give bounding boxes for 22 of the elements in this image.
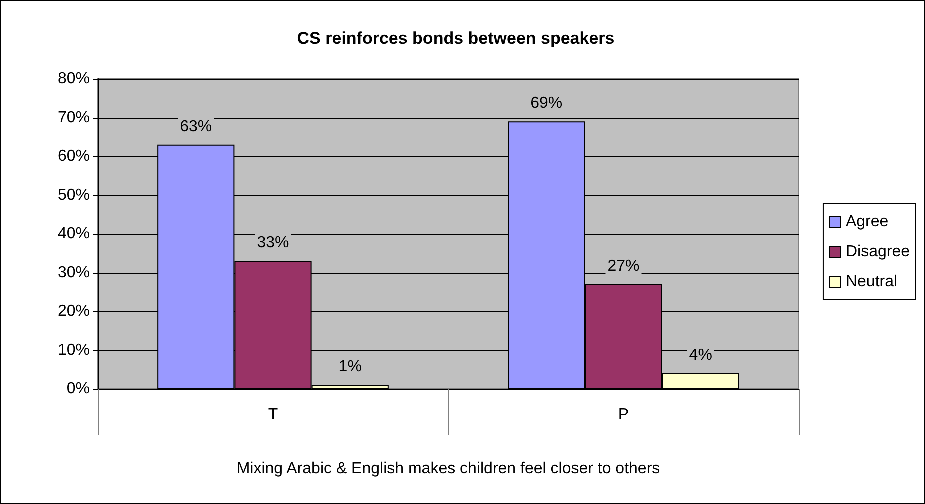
data-label: 69%	[530, 95, 563, 112]
y-tick-label: 50%	[58, 186, 90, 204]
legend-label: Neutral	[846, 274, 898, 290]
y-tick-label: 30%	[58, 264, 90, 282]
chart-title: CS reinforces bonds between speakers	[297, 29, 615, 48]
data-label: 1%	[338, 358, 362, 376]
y-tick-label: 40%	[58, 226, 90, 242]
legend-label: Disagree	[846, 244, 910, 260]
data-label: 33%	[257, 234, 290, 252]
y-tick-label: 20%	[58, 303, 90, 320]
y-tick-label: 80%	[58, 70, 90, 88]
y-tick-label: 60%	[58, 148, 90, 165]
legend-label: Agree	[846, 214, 889, 230]
y-tick-label: 70%	[58, 109, 90, 126]
y-tick-label: 0%	[66, 380, 90, 398]
x-tick-label: T	[268, 406, 278, 424]
data-label: 63%	[180, 118, 212, 136]
x-tick-label: P	[618, 406, 630, 424]
y-tick-label: 10%	[58, 342, 90, 359]
data-label: 4%	[689, 347, 712, 364]
x-axis-title: Mixing Arabic & English makes children feel closer to others	[236, 460, 660, 478]
data-label: 27%	[608, 258, 640, 275]
